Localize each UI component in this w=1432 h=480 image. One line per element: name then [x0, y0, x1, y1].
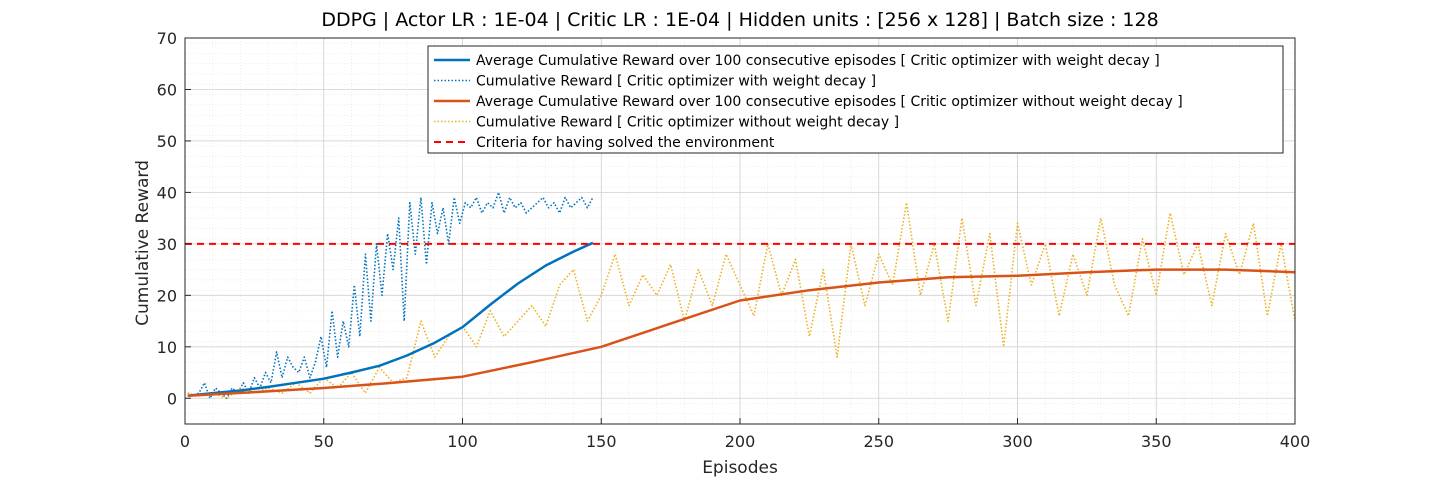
legend: Average Cumulative Reward over 100 conse… [427, 45, 1284, 154]
y-tick-label: 50 [157, 132, 177, 151]
legend-entry: Average Cumulative Reward over 100 conse… [476, 53, 1160, 69]
legend-entry: Cumulative Reward [ Critic optimizer wit… [476, 74, 876, 90]
chart-title: DDPG | Actor LR : 1E-04 | Critic LR : 1E… [321, 9, 1158, 31]
x-axis-label: Episodes [702, 458, 778, 478]
series-line-4 [187, 201, 1296, 400]
series-line-3 [187, 268, 1296, 397]
legend-entry: Cumulative Reward [ Critic optimizer wit… [476, 115, 899, 131]
x-tick-label: 50 [314, 432, 334, 451]
y-tick-label: 30 [157, 235, 177, 254]
x-tick-label: 200 [725, 432, 756, 451]
y-tick-label: 20 [157, 286, 177, 305]
x-tick-label: 400 [1280, 432, 1311, 451]
y-tick-label: 10 [157, 338, 177, 357]
x-tick-label: 300 [1002, 432, 1033, 451]
y-tick-label: 0 [167, 389, 177, 408]
series-line-1 [187, 241, 594, 397]
legend-entry: Average Cumulative Reward over 100 conse… [476, 94, 1183, 110]
x-axis: 0 50 100 150 200 250 300 350 400 [180, 418, 1310, 451]
series-line-2 [187, 191, 594, 400]
series-layer [185, 191, 1296, 400]
y-tick-label: 70 [157, 29, 177, 48]
y-axis: 0 10 20 30 40 50 60 70 [157, 29, 191, 408]
y-axis-label: Cumulative Reward [133, 160, 153, 326]
x-tick-label: 0 [180, 432, 190, 451]
x-tick-label: 100 [447, 432, 478, 451]
y-tick-label: 40 [157, 183, 177, 202]
legend-box [427, 45, 1284, 154]
y-tick-label: 60 [157, 80, 177, 99]
x-tick-label: 150 [586, 432, 617, 451]
x-tick-label: 250 [863, 432, 894, 451]
legend-entry: Criteria for having solved the environme… [476, 135, 775, 151]
x-tick-label: 350 [1141, 432, 1172, 451]
